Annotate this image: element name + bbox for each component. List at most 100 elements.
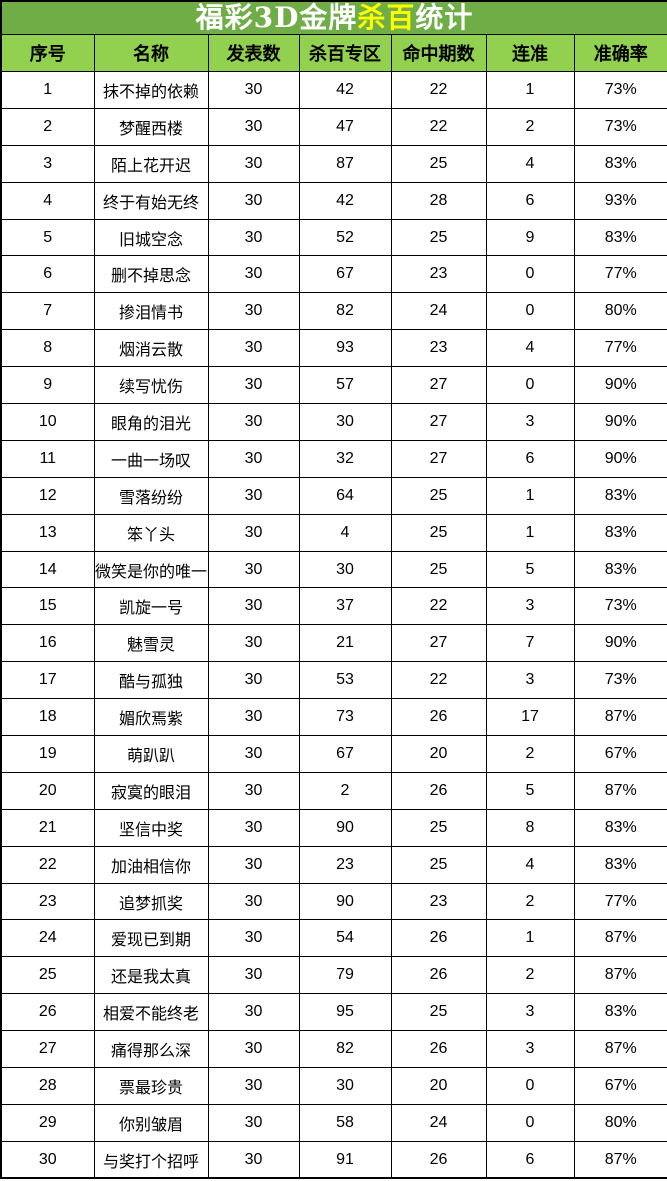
cell-published: 30 (207, 292, 300, 331)
cell-kill-zone: 64 (298, 476, 392, 515)
table-row: 5 旧城空念 30 52 25 9 83% (0, 218, 667, 257)
cell-index: 13 (0, 513, 95, 552)
cell-hit-periods: 26 (390, 919, 487, 958)
cell-accuracy: 67% (573, 1067, 667, 1105)
cell-name: 魅雪灵 (93, 624, 209, 663)
table-row: 24 爱现已到期 30 54 26 1 87% (0, 919, 667, 958)
cell-index: 26 (0, 993, 95, 1032)
cell-hit-periods: 25 (390, 218, 487, 257)
cell-streak: 6 (485, 1140, 575, 1179)
cell-accuracy: 87% (573, 1140, 667, 1179)
cell-index: 21 (0, 808, 95, 847)
title-highlight: 杀百 (357, 1, 416, 34)
table-row: 21 坚信中奖 30 90 25 8 83% (0, 808, 667, 847)
table-row: 25 还是我太真 30 79 26 2 87% (0, 956, 667, 995)
cell-hit-periods: 24 (390, 1103, 487, 1142)
page-title: 福彩3D金牌杀百统计 (0, 0, 667, 35)
cell-name: 萌趴趴 (93, 735, 209, 773)
cell-index: 6 (0, 255, 95, 294)
cell-name: 痛得那么深 (93, 1030, 209, 1069)
cell-hit-periods: 23 (390, 329, 487, 368)
column-header-accuracy: 准确率 (573, 34, 667, 72)
table-row: 30 与奖打个招呼 30 91 26 6 87% (0, 1140, 667, 1179)
table-row: 8 烟消云散 30 93 23 4 77% (0, 329, 667, 368)
cell-index: 5 (0, 218, 95, 257)
table-row: 23 追梦抓奖 30 90 23 2 77% (0, 882, 667, 921)
column-header-streak: 连准 (485, 34, 575, 72)
cell-streak: 3 (485, 661, 575, 700)
cell-streak: 3 (485, 1030, 575, 1069)
cell-published: 30 (207, 403, 300, 441)
cell-accuracy: 83% (573, 550, 667, 589)
cell-streak: 1 (485, 71, 575, 109)
cell-index: 30 (0, 1140, 95, 1179)
cell-kill-zone: 42 (298, 71, 392, 109)
table-row: 2 梦醒西楼 30 47 22 2 73% (0, 107, 667, 146)
title-row: 福彩3D金牌杀百统计 (0, 0, 667, 35)
table-row: 16 魅雪灵 30 21 27 7 90% (0, 624, 667, 663)
cell-index: 7 (0, 292, 95, 331)
cell-kill-zone: 91 (298, 1140, 392, 1179)
cell-accuracy: 77% (573, 255, 667, 294)
cell-kill-zone: 30 (298, 1067, 392, 1105)
cell-streak: 1 (485, 513, 575, 552)
column-header-index: 序号 (0, 34, 95, 72)
cell-index: 28 (0, 1067, 95, 1105)
cell-streak: 5 (485, 550, 575, 589)
table-row: 29 你别皱眉 30 58 24 0 80% (0, 1103, 667, 1142)
cell-kill-zone: 4 (298, 513, 392, 552)
cell-kill-zone: 90 (298, 808, 392, 847)
cell-accuracy: 83% (573, 993, 667, 1032)
cell-kill-zone: 32 (298, 439, 392, 478)
cell-hit-periods: 27 (390, 624, 487, 663)
cell-accuracy: 77% (573, 329, 667, 368)
cell-published: 30 (207, 735, 300, 773)
cell-accuracy: 83% (573, 144, 667, 183)
cell-published: 30 (207, 476, 300, 515)
cell-hit-periods: 26 (390, 956, 487, 995)
cell-name: 笨丫头 (93, 513, 209, 552)
cell-published: 30 (207, 771, 300, 810)
cell-streak: 1 (485, 919, 575, 958)
cell-hit-periods: 25 (390, 845, 487, 884)
cell-hit-periods: 25 (390, 144, 487, 183)
cell-streak: 0 (485, 292, 575, 331)
table-row: 26 相爱不能终老 30 95 25 3 83% (0, 993, 667, 1032)
cell-hit-periods: 20 (390, 1067, 487, 1105)
table-row: 7 掺泪情书 30 82 24 0 80% (0, 292, 667, 331)
cell-index: 1 (0, 71, 95, 109)
cell-accuracy: 73% (573, 587, 667, 626)
cell-accuracy: 87% (573, 771, 667, 810)
cell-streak: 3 (485, 993, 575, 1032)
title-suffix: 统计 (415, 1, 474, 34)
cell-kill-zone: 42 (298, 181, 392, 220)
table-row: 14 微笑是你的唯一 30 30 25 5 83% (0, 550, 667, 589)
table-row: 1 抹不掉的依赖 30 42 22 1 73% (0, 71, 667, 109)
cell-kill-zone: 52 (298, 218, 392, 257)
cell-streak: 4 (485, 144, 575, 183)
cell-hit-periods: 25 (390, 993, 487, 1032)
cell-accuracy: 77% (573, 882, 667, 921)
cell-published: 30 (207, 366, 300, 405)
title-prefix: 福彩3D金牌 (195, 1, 358, 34)
cell-hit-periods: 20 (390, 735, 487, 773)
cell-accuracy: 87% (573, 956, 667, 995)
cell-name: 梦醒西楼 (93, 107, 209, 146)
column-header-hit-periods: 命中期数 (390, 34, 487, 72)
cell-name: 寂寞的眼泪 (93, 771, 209, 810)
cell-streak: 4 (485, 329, 575, 368)
table-row: 10 眼角的泪光 30 30 27 3 90% (0, 403, 667, 441)
cell-published: 30 (207, 1067, 300, 1105)
cell-kill-zone: 82 (298, 292, 392, 331)
cell-index: 29 (0, 1103, 95, 1142)
cell-hit-periods: 24 (390, 292, 487, 331)
table-row: 12 雪落纷纷 30 64 25 1 83% (0, 476, 667, 515)
cell-accuracy: 83% (573, 476, 667, 515)
cell-published: 30 (207, 144, 300, 183)
cell-accuracy: 80% (573, 1103, 667, 1142)
column-header-name: 名称 (93, 34, 209, 72)
cell-streak: 3 (485, 587, 575, 626)
cell-index: 11 (0, 439, 95, 478)
cell-hit-periods: 27 (390, 403, 487, 441)
